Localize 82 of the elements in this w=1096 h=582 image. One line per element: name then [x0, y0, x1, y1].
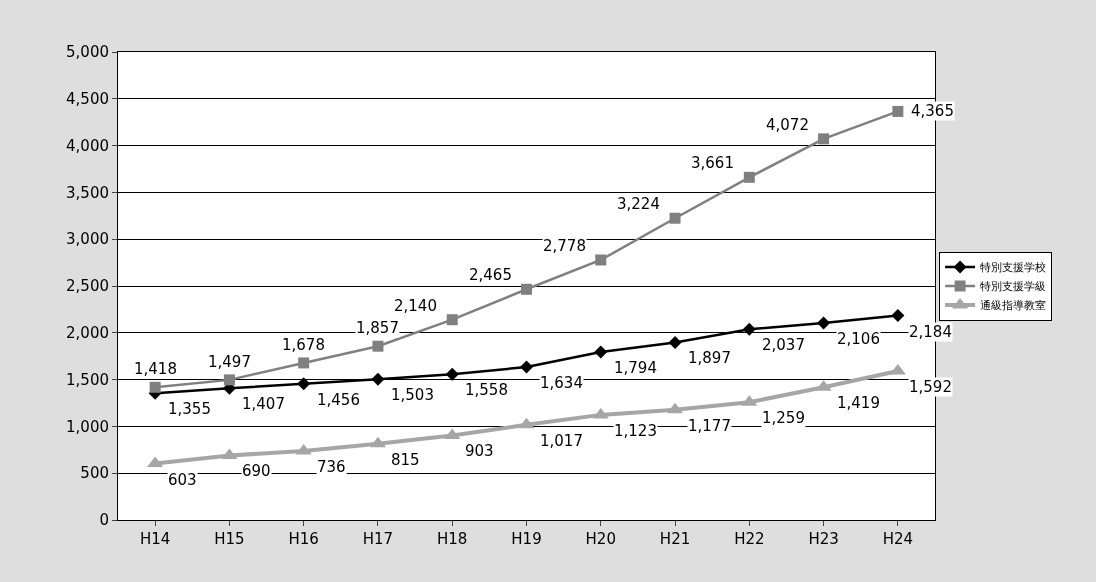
- data-label: 1,503: [391, 386, 434, 404]
- point: [446, 314, 458, 326]
- data-label: 2,140: [394, 297, 437, 315]
- data-label: 1,678: [282, 336, 325, 354]
- data-label: 815: [391, 451, 420, 469]
- point: [520, 360, 533, 374]
- point: [521, 283, 532, 295]
- point: [445, 367, 459, 381]
- point: [595, 254, 607, 266]
- point: [668, 335, 682, 349]
- point: [297, 377, 311, 391]
- data-label: 1,407: [242, 395, 285, 413]
- data-label: 1,355: [168, 400, 211, 418]
- data-label: 1,419: [837, 394, 880, 412]
- data-label: 1,177: [688, 417, 731, 435]
- point: [891, 309, 905, 323]
- data-label: 3,661: [691, 154, 734, 172]
- data-label: 3,224: [617, 195, 660, 213]
- x-tick-label: H22: [734, 530, 765, 548]
- point: [147, 456, 164, 468]
- x-tick-label: H17: [362, 530, 394, 548]
- point: [592, 407, 609, 419]
- data-label: 2,465: [469, 266, 512, 284]
- point: [223, 374, 235, 386]
- point: [372, 340, 384, 352]
- data-label: 736: [317, 458, 346, 476]
- data-label: 1,123: [614, 422, 657, 440]
- point: [743, 171, 755, 183]
- y-tick-label: 4,000: [66, 136, 109, 155]
- data-label: 1,418: [134, 360, 177, 378]
- y-tick-label: 1,000: [66, 417, 109, 436]
- legend-label: 特別支援学校: [980, 261, 1047, 275]
- data-label: 2,037: [762, 336, 805, 354]
- data-label: 4,072: [766, 116, 809, 134]
- data-label: 1,017: [540, 432, 583, 450]
- data-label: 1,456: [317, 391, 360, 409]
- point: [518, 417, 535, 429]
- y-tick-label: 2,500: [66, 277, 109, 296]
- point: [817, 316, 831, 330]
- point: [298, 357, 310, 369]
- legend-label: 通級指導教室: [980, 299, 1047, 313]
- point: [594, 345, 608, 359]
- data-label: 2,184: [909, 323, 952, 341]
- data-label: 1,558: [465, 381, 508, 399]
- x-tick-label: H14: [139, 530, 171, 548]
- data-label: 1,897: [688, 349, 731, 367]
- y-tick-label: 1,500: [66, 370, 109, 389]
- y-tick-label: 3,500: [66, 183, 109, 202]
- data-label: 1,634: [540, 374, 583, 392]
- y-tick-label: 500: [80, 464, 109, 483]
- x-tick-label: H20: [585, 530, 616, 548]
- point: [742, 322, 756, 336]
- x-tick-label: H15: [214, 530, 245, 548]
- y-tick-label: 0: [99, 511, 109, 530]
- y-tick-label: 4,500: [66, 90, 109, 109]
- y-tick-label: 3,000: [66, 230, 109, 249]
- legend-label: 特別支援学級: [980, 280, 1047, 294]
- x-tick-label: H18: [437, 530, 468, 548]
- x-tick-label: H24: [882, 530, 914, 548]
- point: [371, 372, 385, 386]
- data-label: 1,794: [614, 359, 657, 377]
- point: [889, 363, 906, 375]
- point: [669, 212, 681, 224]
- x-tick-label: H16: [288, 530, 319, 548]
- data-label: 903: [465, 442, 494, 460]
- data-label: 1,259: [762, 409, 805, 427]
- point: [149, 381, 161, 393]
- data-label: 4,365: [911, 102, 954, 120]
- y-tick-label: 2,000: [66, 324, 109, 343]
- y-tick-label: 5,000: [66, 43, 109, 62]
- data-label: 2,106: [837, 330, 880, 348]
- data-label: 2,778: [543, 237, 586, 255]
- data-label: 1,592: [909, 378, 952, 396]
- data-label: 1,857: [356, 319, 399, 337]
- point: [818, 133, 830, 145]
- data-label: 1,497: [208, 353, 251, 371]
- x-tick-label: H23: [808, 530, 839, 548]
- x-tick-label: H19: [511, 530, 542, 548]
- data-label: 690: [242, 462, 271, 480]
- data-label: 603: [168, 471, 197, 489]
- point: [892, 105, 904, 117]
- x-tick-label: H21: [659, 530, 691, 548]
